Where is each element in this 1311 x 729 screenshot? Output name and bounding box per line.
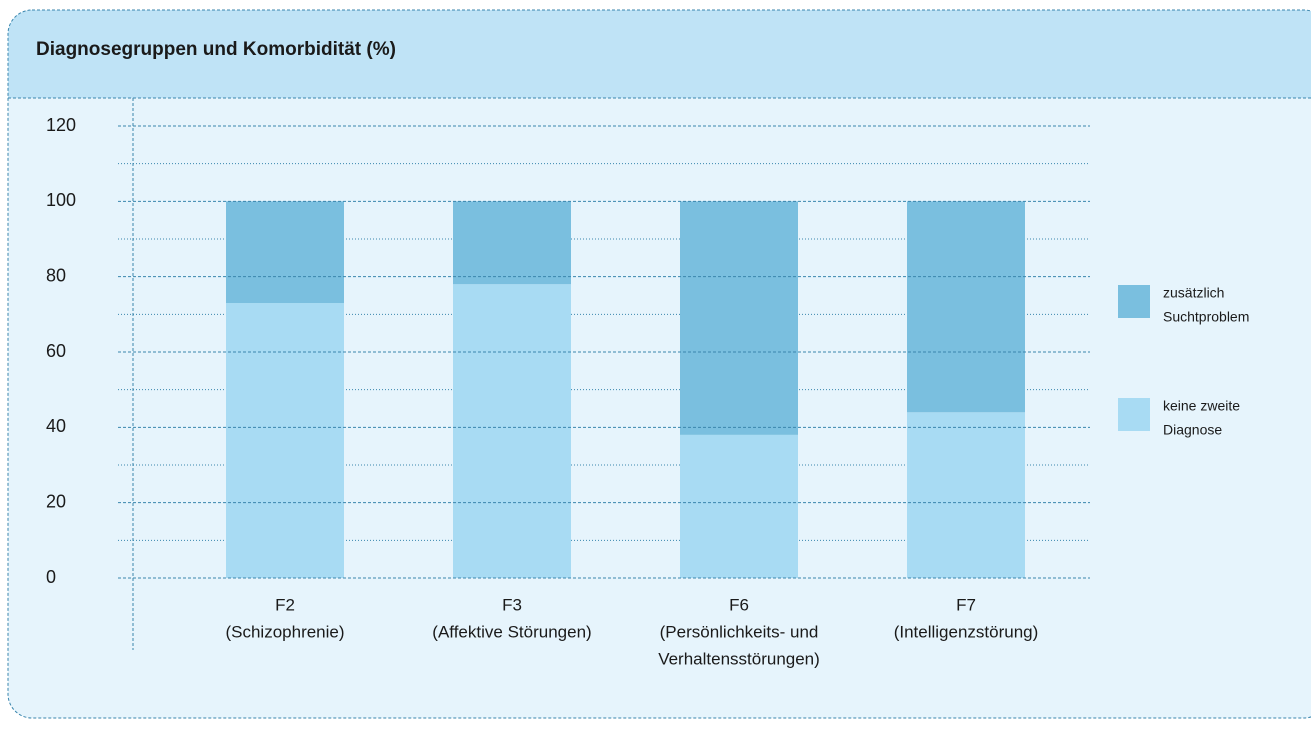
bar-segment xyxy=(907,201,1025,413)
x-tick-label: Verhaltensstörungen) xyxy=(658,649,820,668)
legend-swatch xyxy=(1118,285,1150,318)
y-tick-label: 120 xyxy=(46,115,76,135)
panel-body xyxy=(8,10,1311,718)
bar-segment xyxy=(226,201,344,304)
bar-segment xyxy=(680,434,798,578)
y-tick-label: 0 xyxy=(46,567,56,587)
chart-title: Diagnosegruppen und Komorbidität (%) xyxy=(36,39,396,60)
legend-label: Suchtproblem xyxy=(1163,309,1249,325)
bar-segment xyxy=(226,303,344,578)
y-tick-label: 80 xyxy=(46,265,66,285)
legend-label: Diagnose xyxy=(1163,422,1222,438)
y-tick-label: 20 xyxy=(46,491,66,511)
x-tick-label: (Affektive Störungen) xyxy=(432,622,591,641)
x-tick-label: (Intelligenzstörung) xyxy=(894,622,1039,641)
legend-label: zusätzlich xyxy=(1163,285,1224,301)
x-tick-label: (Schizophrenie) xyxy=(225,622,344,641)
legend-label: keine zweite xyxy=(1163,398,1240,414)
x-tick-label: (Persönlichkeits- und xyxy=(660,622,819,641)
x-tick-label: F7 xyxy=(956,595,976,614)
x-tick-label: F6 xyxy=(729,595,749,614)
y-tick-label: 100 xyxy=(46,190,76,210)
panel-header xyxy=(8,10,1311,98)
bar-segment xyxy=(907,412,1025,578)
x-tick-label: F3 xyxy=(502,595,522,614)
bar-segment xyxy=(453,284,571,578)
bar-segment xyxy=(680,201,798,435)
y-tick-label: 60 xyxy=(46,341,66,361)
panel xyxy=(8,10,1311,718)
y-tick-label: 40 xyxy=(46,416,66,436)
x-tick-label: F2 xyxy=(275,595,295,614)
panel-border xyxy=(7,9,1311,719)
legend-swatch xyxy=(1118,398,1150,431)
bar-segment xyxy=(453,201,571,285)
